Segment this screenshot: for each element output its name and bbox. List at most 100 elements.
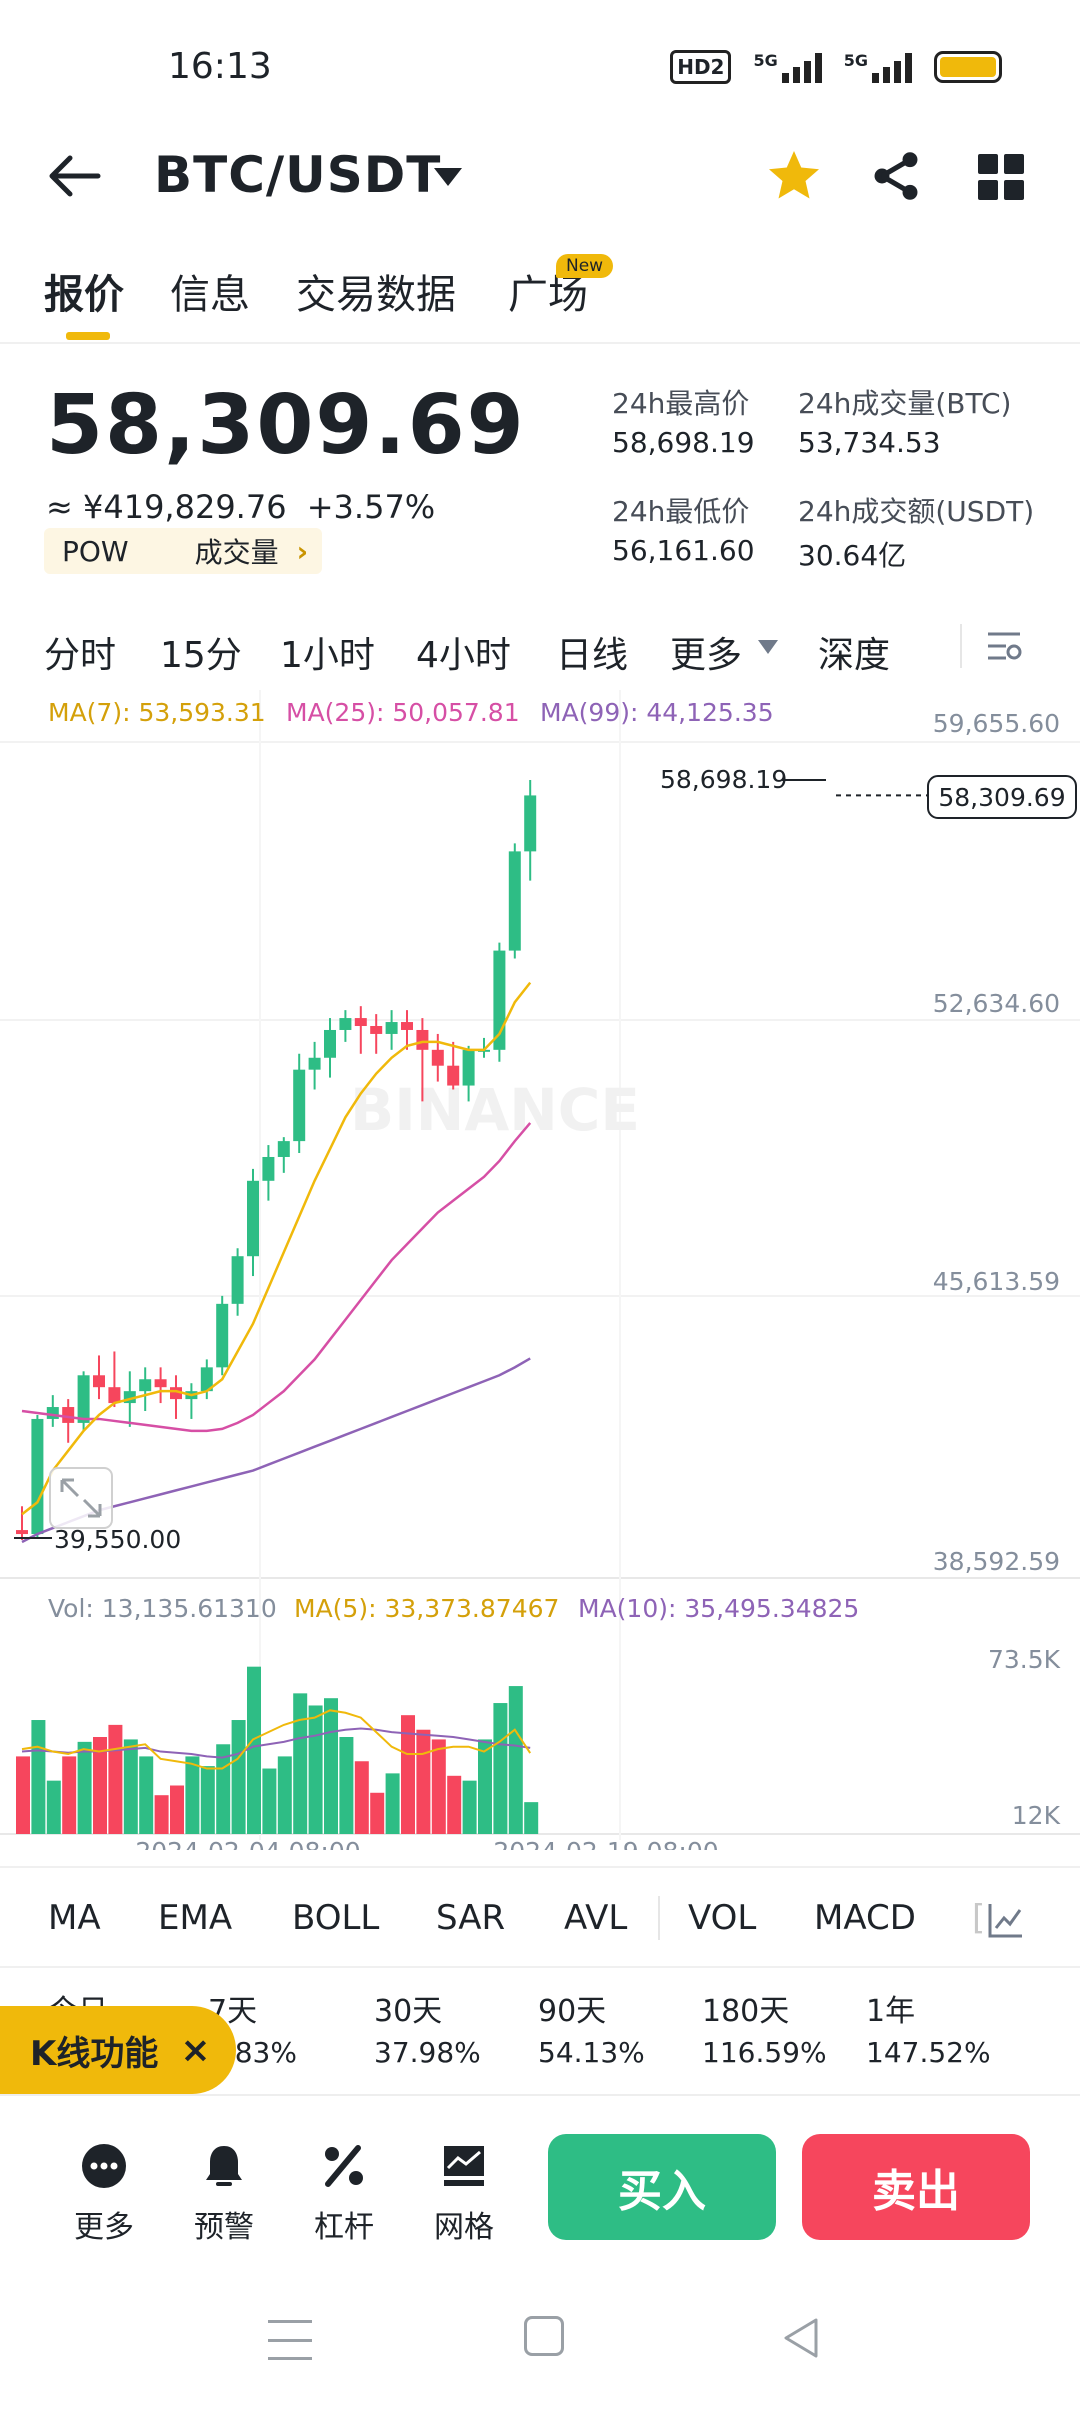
interval-more[interactable]: 更多 [670,635,743,676]
nav-back-icon[interactable] [780,2316,820,2360]
kline-function-label: K线功能 [30,2033,159,2074]
volume-bar [416,1729,431,1834]
tab-trading-data[interactable]: 交易数据 [296,272,456,318]
price-cny: ≈ ¥419,829.76 [46,488,287,526]
volume-bar [401,1715,415,1834]
candle-up [524,795,537,852]
price-axis-label: 38,592.59 [933,1547,1060,1576]
pow-label: POW [62,534,129,568]
indicator-sar[interactable]: SAR [436,1898,506,1938]
candle-up [123,1391,136,1404]
indicator-settings-icon[interactable] [986,1900,1026,1940]
nav-menu-icon[interactable] [268,2320,312,2360]
volume-bar [185,1756,200,1834]
indicator-ema[interactable]: EMA [158,1898,233,1938]
interval-depth[interactable]: 深度 [818,635,891,676]
binance-watermark: BINANCE [350,1076,640,1144]
indicator-more-partial[interactable]: [ [972,1898,986,1938]
candle-up [277,1141,290,1157]
volume-bar [447,1775,462,1834]
buy-button[interactable]: 买入 [548,2134,776,2240]
volume-bar [16,1756,30,1834]
perf-value-180d: 116.59% [702,2036,827,2069]
indicator-boll[interactable]: BOLL [292,1898,380,1938]
close-icon[interactable]: × [180,2029,211,2071]
action-more[interactable]: 更多 [54,2140,154,2246]
interval-separator [960,624,962,668]
indicator-vol[interactable]: VOL [688,1898,757,1938]
stat-volusdt-label: 24h成交额(USDT) [798,495,1035,528]
back-arrow-icon[interactable] [44,148,104,204]
action-leverage[interactable]: 杠杆 [294,2140,394,2246]
interval-4h[interactable]: 4小时 [416,635,511,676]
tab-square[interactable]: 广场 [508,272,588,318]
candle-down [170,1387,182,1400]
candlestick-chart[interactable]: BINANCE 59,655.60 52,634.60 45,613.59 38… [0,690,1080,1850]
volume-axis-label: 73.5K [988,1645,1061,1674]
tab-info[interactable]: 信息 [170,272,250,318]
perf-value-30d: 37.98% [374,2036,481,2069]
signal-icon-1: 5G [753,51,822,83]
candle-up [462,1049,475,1086]
volume-bar [170,1785,184,1834]
candle-down [401,1022,413,1030]
high-marker-label: 58,698.19 [660,765,787,794]
leverage-icon [325,2145,363,2187]
candle-up [139,1379,152,1392]
vol-ma10-legend: MA(10): 35,495.34825 [578,1594,860,1623]
action-grid[interactable]: 网格 [414,2140,514,2246]
stat-volbtc-label: 24h成交量(BTC) [798,387,1012,420]
interval-1d[interactable]: 日线 [556,635,629,676]
candle-up [385,1022,398,1034]
last-price-tag-label: 58,309.69 [938,783,1065,812]
interval-15m[interactable]: 15分 [160,635,242,676]
candle-up [262,1156,275,1181]
pow-tag[interactable]: POW 成交量 › [44,528,323,574]
price-cny-line: ≈ ¥419,829.76 +3.57% [46,488,435,526]
perf-label-180d: 180天 [702,1994,790,2029]
ma7-legend: MA(7): 53,593.31 [48,698,266,727]
stat-high-value: 58,698.19 [612,426,755,459]
star-icon[interactable] [764,146,824,206]
ma99-legend: MA(99): 44,125.35 [540,698,774,727]
grid-icon[interactable] [978,154,1024,200]
volume-ma-lines [21,1709,532,1770]
volume-bar [262,1768,277,1834]
indicator-macd[interactable]: MACD [814,1898,916,1938]
volume-bar [478,1739,492,1834]
volume-bar [524,1802,539,1834]
action-alert[interactable]: 预警 [174,2140,274,2246]
interval-1h[interactable]: 1小时 [280,635,375,676]
pair-dropdown-icon[interactable] [434,168,462,186]
candle-down [62,1407,75,1423]
divider [0,1966,1080,1968]
date-label: 2024-02-04 08:00 [135,1837,360,1850]
stat-volbtc-value: 53,734.53 [798,426,941,459]
vol-ma5-line [21,1709,532,1770]
tab-underline [66,332,110,340]
date-label: 2024-02-19 08:00 [493,1837,718,1850]
volume-bar [339,1737,354,1834]
share-icon[interactable] [868,148,924,204]
expand-icon[interactable] [49,1467,113,1529]
interval-time-share[interactable]: 分时 [44,635,117,676]
kline-function-pill[interactable]: K线功能 × [0,2006,236,2094]
action-label: 预警 [194,2210,254,2245]
sell-button[interactable]: 卖出 [802,2134,1030,2240]
perf-label-1y: 1年 [866,1994,916,2029]
indicator-ma[interactable]: MA [48,1898,101,1938]
more-caret-icon[interactable] [758,640,778,654]
candle-up [46,1407,59,1419]
volume-bar [93,1737,107,1834]
pair-title[interactable]: BTC/USDT [154,146,442,204]
indicator-avl[interactable]: AVL [564,1898,628,1938]
candle-down [108,1387,121,1404]
tab-quote[interactable]: 报价 [44,272,124,318]
perf-value-1y: 147.52% [866,2036,991,2069]
volume-bar [370,1792,385,1834]
nav-home-icon[interactable] [524,2316,564,2356]
volume-bar [154,1795,169,1834]
grid-lines [0,690,1080,1840]
divider [0,1866,1080,1868]
chart-settings-icon[interactable] [984,626,1024,666]
